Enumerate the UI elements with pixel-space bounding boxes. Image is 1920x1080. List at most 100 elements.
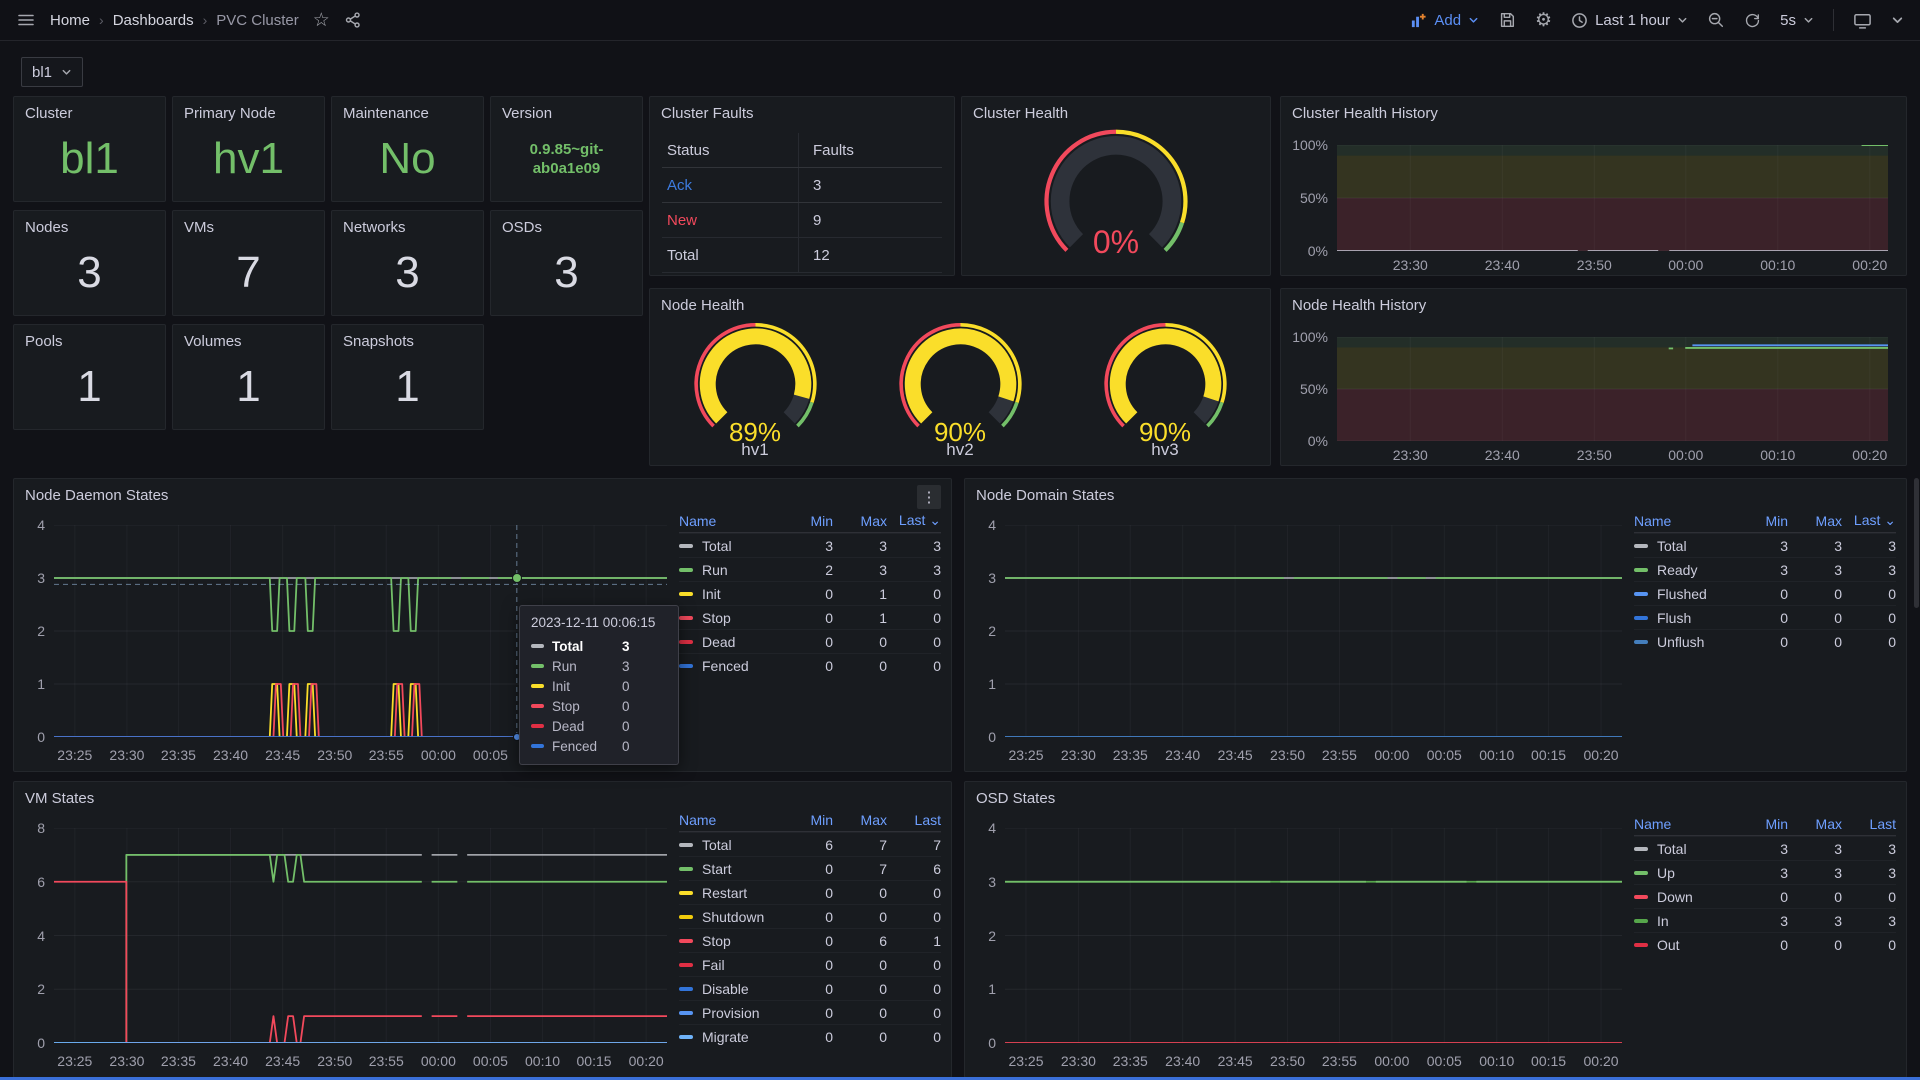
x-tick-label: 00:20 xyxy=(1583,747,1618,763)
chevron-down-icon xyxy=(1677,15,1688,26)
refresh-interval-label: 5s xyxy=(1780,12,1796,29)
dashboard-settings-gear-icon[interactable]: ⚙ xyxy=(1535,11,1552,30)
legend-col-last[interactable]: Last xyxy=(887,812,941,828)
legend-col-max[interactable]: Max xyxy=(1788,816,1842,832)
legend-row: Total333 xyxy=(1634,836,1896,860)
legend-col-min[interactable]: Min xyxy=(779,812,833,828)
legend-series-name[interactable]: Provision xyxy=(679,1005,779,1021)
legend-header: NameMinMaxLast xyxy=(1634,812,1896,836)
y-tick-label: 4 xyxy=(37,928,45,944)
legend-series-name[interactable]: Migrate xyxy=(679,1029,779,1045)
legend-col-min[interactable]: Min xyxy=(1734,513,1788,529)
legend-series-name[interactable]: In xyxy=(1634,913,1734,929)
faults-col-faults[interactable]: Faults xyxy=(798,133,942,167)
panel-menu-kebab-icon[interactable]: ⋮ xyxy=(917,485,941,509)
legend-col-last[interactable]: Last xyxy=(1842,816,1896,832)
legend-series-name[interactable]: Flushed xyxy=(1634,586,1734,602)
x-tick-label: 23:55 xyxy=(369,1053,404,1069)
legend-series-name[interactable]: Dead xyxy=(679,634,779,650)
x-tick-label: 23:25 xyxy=(1008,747,1043,763)
legend-series-name[interactable]: Total xyxy=(1634,538,1734,554)
chart-plot[interactable] xyxy=(1005,828,1622,1043)
legend-last: 0 xyxy=(1842,634,1896,650)
legend-col-name[interactable]: Name xyxy=(679,513,779,529)
refresh-icon[interactable] xyxy=(1744,12,1761,29)
legend-col-max[interactable]: Max xyxy=(833,513,887,529)
series-color-swatch xyxy=(679,1035,693,1039)
time-range-picker[interactable]: Last 1 hour xyxy=(1571,12,1688,29)
cluster-variable-dropdown[interactable]: bl1 xyxy=(21,57,83,87)
legend-last: 3 xyxy=(887,562,941,578)
chevron-down-icon[interactable] xyxy=(1891,14,1904,27)
x-tick-label: 23:25 xyxy=(57,747,92,763)
chart-plot[interactable] xyxy=(1337,145,1888,251)
share-icon[interactable] xyxy=(344,11,362,29)
legend-series-name[interactable]: Run xyxy=(679,562,779,578)
legend-series-name[interactable]: Fenced xyxy=(679,658,779,674)
tooltip-row: Fenced0 xyxy=(531,736,667,756)
legend-series-name[interactable]: Start xyxy=(679,861,779,877)
legend-series-name[interactable]: Stop xyxy=(679,610,779,626)
legend-col-max[interactable]: Max xyxy=(833,812,887,828)
refresh-interval-picker[interactable]: 5s xyxy=(1780,12,1814,29)
panel-title: Node Health History xyxy=(1292,297,1426,314)
zoom-out-time-icon[interactable] xyxy=(1707,11,1725,29)
legend-series-name[interactable]: Restart xyxy=(679,885,779,901)
x-tick-label: 00:05 xyxy=(473,747,508,763)
legend-series-name[interactable]: Disable xyxy=(679,981,779,997)
legend-series-name[interactable]: Unflush xyxy=(1634,634,1734,650)
legend-col-min[interactable]: Min xyxy=(779,513,833,529)
save-dashboard-icon[interactable] xyxy=(1498,11,1516,29)
legend-series-name[interactable]: Down xyxy=(1634,889,1734,905)
legend-series-name[interactable]: Total xyxy=(1634,841,1734,857)
y-tick-label: 4 xyxy=(988,820,996,836)
legend-series-name[interactable]: Shutdown xyxy=(679,909,779,925)
legend-series-name[interactable]: Ready xyxy=(1634,562,1734,578)
favorite-star-icon[interactable]: ☆ xyxy=(313,9,330,32)
legend-col-name[interactable]: Name xyxy=(1634,513,1734,529)
legend-series-name[interactable]: Flush xyxy=(1634,610,1734,626)
variable-value: bl1 xyxy=(32,64,52,81)
breadcrumb-current-dashboard[interactable]: PVC Cluster xyxy=(216,12,299,29)
tooltip-series-value: 3 xyxy=(622,639,630,654)
legend-series-name[interactable]: Total xyxy=(679,538,779,554)
fault-count: 3 xyxy=(798,168,942,202)
legend-last: 0 xyxy=(1842,937,1896,953)
y-tick-label: 50% xyxy=(1300,381,1328,397)
breadcrumb-dashboards[interactable]: Dashboards xyxy=(113,12,194,29)
legend-col-last[interactable]: Last ⌄ xyxy=(887,512,941,529)
legend-col-last[interactable]: Last ⌄ xyxy=(1842,512,1896,529)
legend-series-name[interactable]: Fail xyxy=(679,957,779,973)
gauge-value: 89% xyxy=(683,417,828,448)
add-button[interactable]: Add xyxy=(1410,12,1479,29)
hamburger-menu-icon[interactable] xyxy=(16,10,36,30)
chart-plot[interactable] xyxy=(54,828,667,1043)
legend-series-name[interactable]: Total xyxy=(679,837,779,853)
x-tick-label: 23:40 xyxy=(213,1053,248,1069)
x-tick-label: 23:40 xyxy=(213,747,248,763)
legend-col-name[interactable]: Name xyxy=(679,812,779,828)
scrollbar-thumb[interactable] xyxy=(1914,478,1919,608)
legend-col-min[interactable]: Min xyxy=(1734,816,1788,832)
y-tick-label: 2 xyxy=(37,981,45,997)
x-tick-label: 23:50 xyxy=(1577,257,1612,273)
tv-mode-icon[interactable] xyxy=(1853,11,1872,30)
faults-col-status[interactable]: Status xyxy=(662,142,798,159)
legend-series-name[interactable]: Stop xyxy=(679,933,779,949)
x-tick-label: 23:55 xyxy=(369,747,404,763)
legend-min: 0 xyxy=(779,658,833,674)
legend-col-max[interactable]: Max xyxy=(1788,513,1842,529)
stat-value: bl1 xyxy=(14,119,165,199)
legend-series-name[interactable]: Init xyxy=(679,586,779,602)
x-tick-label: 00:00 xyxy=(1668,447,1703,463)
legend-series-name[interactable]: Out xyxy=(1634,937,1734,953)
legend-series-name[interactable]: Up xyxy=(1634,865,1734,881)
y-axis: 0%50%100% xyxy=(1291,337,1335,441)
x-tick-label: 23:30 xyxy=(1393,447,1428,463)
chart-plot[interactable] xyxy=(1337,337,1888,441)
breadcrumb-home[interactable]: Home xyxy=(50,12,90,29)
legend-col-name[interactable]: Name xyxy=(1634,816,1734,832)
stat-value: 1 xyxy=(332,347,483,427)
chart-plot[interactable] xyxy=(1005,525,1622,737)
legend-row: In333 xyxy=(1634,908,1896,932)
